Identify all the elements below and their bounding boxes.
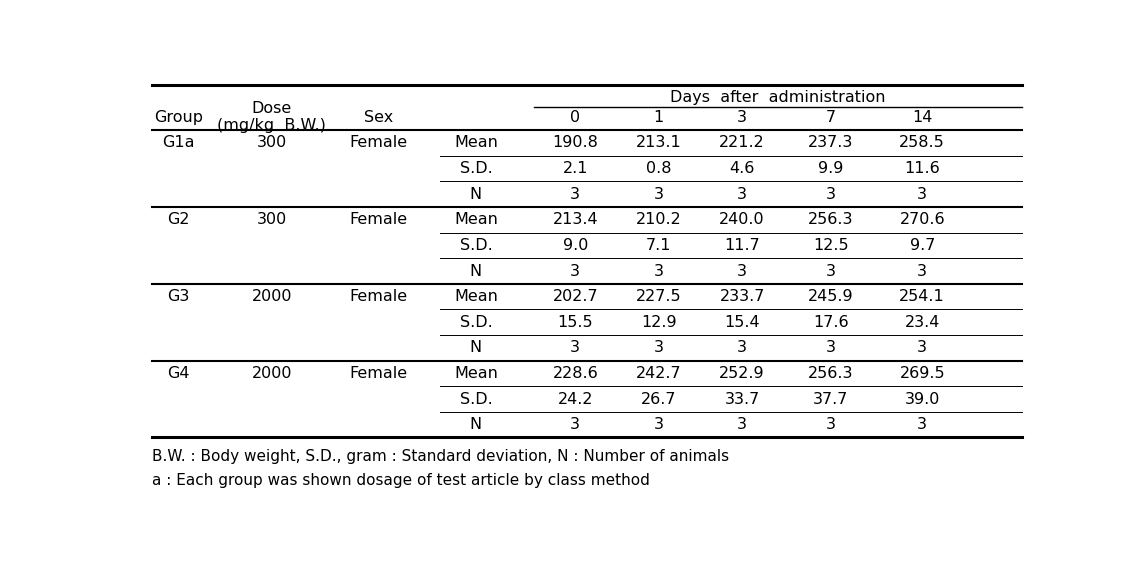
Text: Sex: Sex (364, 110, 393, 125)
Text: 9.0: 9.0 (562, 238, 589, 253)
Text: 11.7: 11.7 (725, 238, 760, 253)
Text: 3: 3 (570, 187, 581, 202)
Text: 26.7: 26.7 (641, 392, 677, 406)
Text: 3: 3 (737, 187, 747, 202)
Text: 252.9: 252.9 (719, 366, 765, 381)
Text: 3: 3 (826, 417, 836, 432)
Text: 258.5: 258.5 (899, 135, 945, 151)
Text: B.W. : Body weight, S.D., gram : Standard deviation, N : Number of animals: B.W. : Body weight, S.D., gram : Standar… (152, 450, 729, 464)
Text: 254.1: 254.1 (899, 289, 945, 304)
Text: Mean: Mean (453, 212, 498, 227)
Text: 256.3: 256.3 (808, 212, 853, 227)
Text: 3: 3 (654, 417, 664, 432)
Text: G2: G2 (167, 212, 190, 227)
Text: 300: 300 (256, 212, 287, 227)
Text: S.D.: S.D. (459, 315, 492, 330)
Text: 37.7: 37.7 (813, 392, 848, 406)
Text: 0.8: 0.8 (646, 161, 671, 176)
Text: 12.9: 12.9 (641, 315, 677, 330)
Text: 3: 3 (917, 187, 927, 202)
Text: 202.7: 202.7 (553, 289, 598, 304)
Text: Dose
(mg/kg  B.W.): Dose (mg/kg B.W.) (218, 101, 326, 133)
Text: S.D.: S.D. (459, 392, 492, 406)
Text: 3: 3 (826, 341, 836, 355)
Text: Mean: Mean (453, 366, 498, 381)
Text: 3: 3 (917, 264, 927, 279)
Text: 0: 0 (570, 110, 581, 125)
Text: 269.5: 269.5 (900, 366, 945, 381)
Text: 270.6: 270.6 (900, 212, 945, 227)
Text: 3: 3 (654, 264, 664, 279)
Text: Group: Group (155, 110, 203, 125)
Text: 1: 1 (654, 110, 664, 125)
Text: 9.9: 9.9 (819, 161, 844, 176)
Text: 300: 300 (256, 135, 287, 151)
Text: 210.2: 210.2 (635, 212, 681, 227)
Text: 33.7: 33.7 (725, 392, 760, 406)
Text: 3: 3 (917, 417, 927, 432)
Text: Mean: Mean (453, 135, 498, 151)
Text: Days  after  administration: Days after administration (670, 90, 885, 105)
Text: 233.7: 233.7 (719, 289, 765, 304)
Text: 23.4: 23.4 (905, 315, 940, 330)
Text: N: N (469, 264, 482, 279)
Text: 3: 3 (826, 264, 836, 279)
Text: 39.0: 39.0 (905, 392, 940, 406)
Text: 7.1: 7.1 (646, 238, 671, 253)
Text: 3: 3 (737, 264, 747, 279)
Text: 11.6: 11.6 (905, 161, 940, 176)
Text: 3: 3 (737, 110, 747, 125)
Text: 213.1: 213.1 (635, 135, 681, 151)
Text: 24.2: 24.2 (558, 392, 593, 406)
Text: 3: 3 (570, 417, 581, 432)
Text: 237.3: 237.3 (808, 135, 853, 151)
Text: 3: 3 (570, 264, 581, 279)
Text: 3: 3 (826, 187, 836, 202)
Text: 3: 3 (654, 341, 664, 355)
Text: N: N (469, 187, 482, 202)
Text: 240.0: 240.0 (719, 212, 765, 227)
Text: 221.2: 221.2 (719, 135, 765, 151)
Text: Female: Female (349, 212, 408, 227)
Text: S.D.: S.D. (459, 238, 492, 253)
Text: 2000: 2000 (252, 366, 292, 381)
Text: N: N (469, 341, 482, 355)
Text: 245.9: 245.9 (808, 289, 854, 304)
Text: 12.5: 12.5 (813, 238, 848, 253)
Text: 3: 3 (737, 341, 747, 355)
Text: 2000: 2000 (252, 289, 292, 304)
Text: 15.4: 15.4 (725, 315, 760, 330)
Text: 190.8: 190.8 (552, 135, 598, 151)
Text: S.D.: S.D. (459, 161, 492, 176)
Text: N: N (469, 417, 482, 432)
Text: Mean: Mean (453, 289, 498, 304)
Text: a : Each group was shown dosage of test article by class method: a : Each group was shown dosage of test … (152, 473, 650, 488)
Text: 213.4: 213.4 (553, 212, 598, 227)
Text: 3: 3 (570, 341, 581, 355)
Text: 4.6: 4.6 (729, 161, 755, 176)
Text: G4: G4 (167, 366, 190, 381)
Text: 3: 3 (654, 187, 664, 202)
Text: G1a: G1a (163, 135, 195, 151)
Text: Female: Female (349, 366, 408, 381)
Text: Female: Female (349, 289, 408, 304)
Text: 15.5: 15.5 (558, 315, 593, 330)
Text: 9.7: 9.7 (909, 238, 935, 253)
Text: 17.6: 17.6 (813, 315, 848, 330)
Text: Female: Female (349, 135, 408, 151)
Text: 256.3: 256.3 (808, 366, 853, 381)
Text: 228.6: 228.6 (552, 366, 598, 381)
Text: 227.5: 227.5 (635, 289, 681, 304)
Text: 3: 3 (737, 417, 747, 432)
Text: G3: G3 (167, 289, 190, 304)
Text: 242.7: 242.7 (635, 366, 681, 381)
Text: 3: 3 (917, 341, 927, 355)
Text: 7: 7 (826, 110, 836, 125)
Text: 14: 14 (913, 110, 932, 125)
Text: 2.1: 2.1 (562, 161, 589, 176)
